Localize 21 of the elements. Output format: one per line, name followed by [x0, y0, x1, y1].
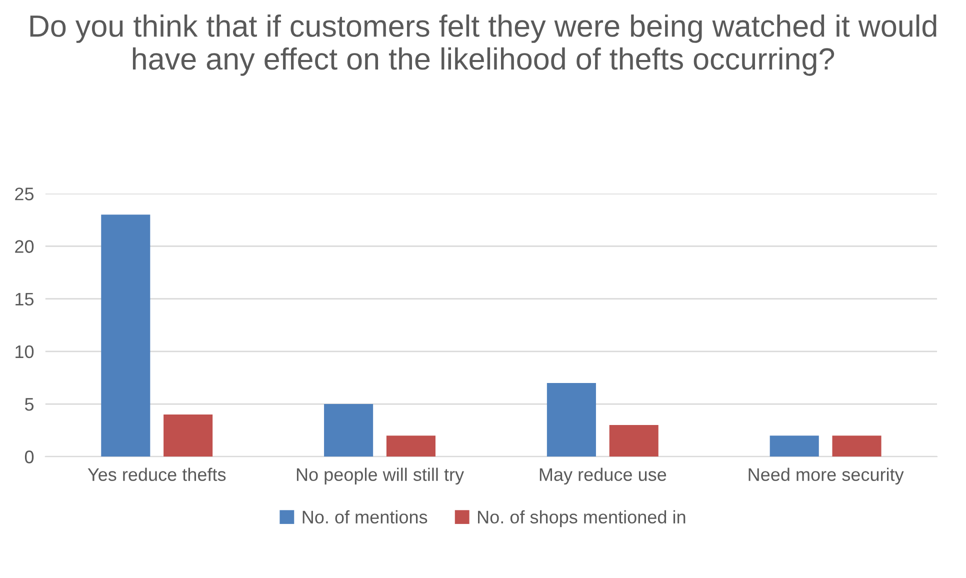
chart-title: Do you think that if customers felt they were being watched it would have any effect on the likelihood of thefts occurring? [30, 14, 936, 76]
bar [546, 382, 596, 457]
y-tick-label: 15 [16, 292, 34, 306]
y-tick-label: 25 [15, 188, 34, 200]
bar [770, 436, 819, 457]
x-tick-label: Yes reduce thefts [88, 468, 226, 481]
x-tick-label: Need more security [748, 468, 904, 485]
bar [324, 404, 374, 457]
y-tick-label: 20 [15, 240, 34, 253]
bar [386, 436, 436, 457]
y-tick-label: 0 [24, 450, 34, 464]
x-tick-label: May reduce use [540, 468, 666, 485]
y-tick-label: 10 [16, 345, 34, 358]
x-tick-label: No people will still try [296, 468, 464, 485]
legend-label: No. of mentions [302, 510, 428, 524]
bar [101, 214, 150, 457]
bar [164, 414, 213, 457]
bar [832, 436, 882, 457]
bar [609, 425, 658, 457]
y-tick-label: 5 [24, 398, 34, 411]
legend-label: No. of shops mentioned in [478, 510, 686, 528]
